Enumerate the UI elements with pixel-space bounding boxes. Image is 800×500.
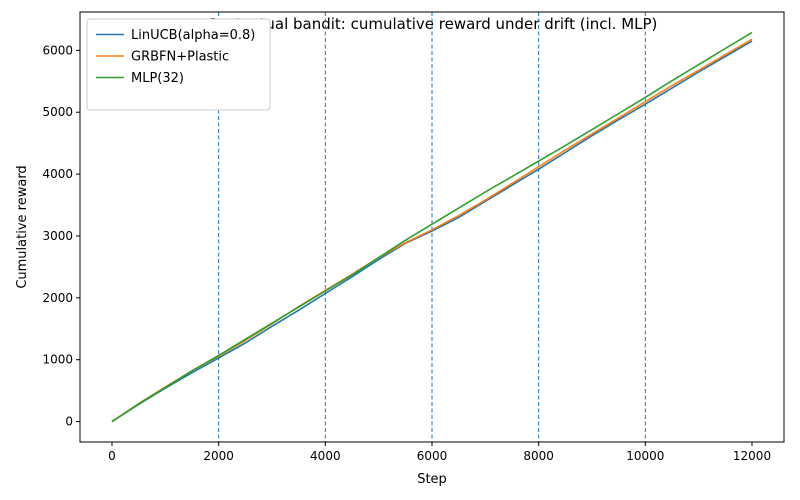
y-tick-label: 5000 [42,105,73,119]
legend-label-2: MLP(32) [131,71,184,86]
y-tick-label: 0 [65,415,73,429]
x-tick-label: 12000 [733,449,771,463]
y-tick-label: 6000 [42,43,73,57]
series-lines [111,31,753,423]
x-axis-label: Step [417,472,447,487]
legend: LinUCB(alpha=0.8) GRBFN+Plastic MLP(32) [86,18,271,111]
x-tick-label: 8000 [523,449,554,463]
chart-title: Contextual bandit: cumulative reward und… [207,15,658,33]
x-tick-label: 0 [108,449,116,463]
y-tick-label: 1000 [42,353,73,367]
y-tick-label: 3000 [42,229,73,243]
x-tick-label: 2000 [203,449,234,463]
x-axis-ticks: 0 2000 4000 6000 8000 10000 12000 [108,442,771,463]
legend-label-1: GRBFN+Plastic [131,50,229,65]
y-axis-label: Cumulative reward [15,165,30,288]
series-line-2 [111,31,753,423]
y-tick-label: 2000 [42,291,73,305]
y-tick-label: 4000 [42,167,73,181]
legend-box [86,18,271,111]
drift-markers [218,12,646,442]
series-line-0 [111,40,753,423]
x-tick-label: 4000 [310,449,341,463]
x-tick-label: 6000 [417,449,448,463]
x-tick-label: 10000 [626,449,664,463]
legend-label-0: LinUCB(alpha=0.8) [131,28,255,43]
y-axis-ticks: 0 1000 2000 3000 4000 5000 6000 [42,43,80,429]
